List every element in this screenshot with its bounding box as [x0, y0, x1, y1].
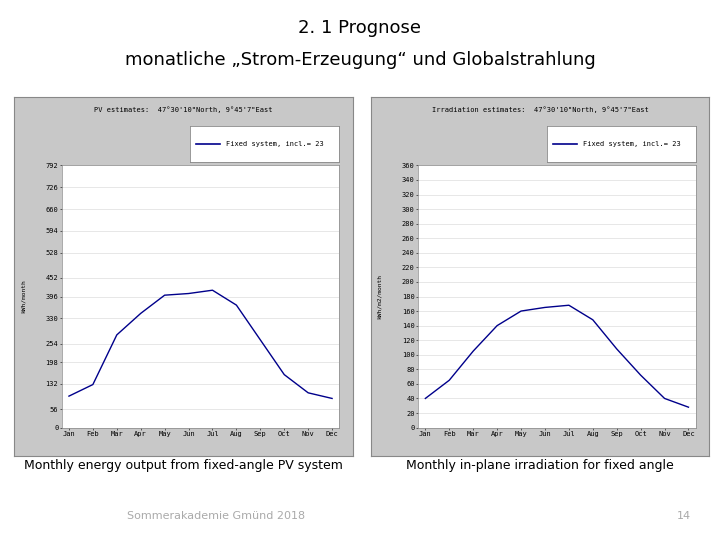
Text: Fixed system, incl.= 23: Fixed system, incl.= 23 [582, 141, 680, 147]
Y-axis label: kWh/month: kWh/month [21, 280, 26, 313]
Y-axis label: kWh/m2/month: kWh/m2/month [377, 274, 382, 319]
Text: Fixed system, incl.= 23: Fixed system, incl.= 23 [226, 141, 324, 147]
Text: monatliche „Strom-Erzeugung“ und Globalstrahlung: monatliche „Strom-Erzeugung“ und Globals… [125, 51, 595, 69]
Text: Sommerakademie Gmünd 2018: Sommerakademie Gmünd 2018 [127, 511, 305, 521]
Text: 14: 14 [677, 511, 691, 521]
Text: Irradiation estimates:  47°30'10"North, 9°45'7"East: Irradiation estimates: 47°30'10"North, 9… [431, 106, 649, 113]
Text: 2. 1 Prognose: 2. 1 Prognose [299, 19, 421, 37]
Text: Monthly in-plane irradiation for fixed angle: Monthly in-plane irradiation for fixed a… [406, 459, 674, 472]
Text: PV estimates:  47°30'10"North, 9°45'7"East: PV estimates: 47°30'10"North, 9°45'7"Eas… [94, 106, 273, 113]
Text: Monthly energy output from fixed-angle PV system: Monthly energy output from fixed-angle P… [24, 459, 343, 472]
